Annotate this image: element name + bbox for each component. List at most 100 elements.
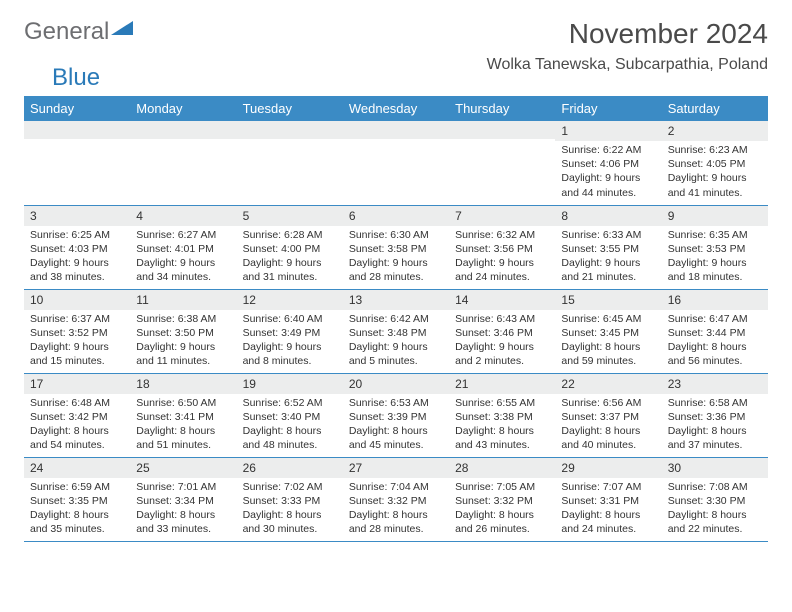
calendar-cell: 8Sunrise: 6:33 AMSunset: 3:55 PMDaylight… xyxy=(555,205,661,289)
day-number: 23 xyxy=(662,374,768,394)
day-body: Sunrise: 7:05 AMSunset: 3:32 PMDaylight:… xyxy=(449,478,555,541)
sunset-text: Sunset: 3:39 PM xyxy=(349,410,443,424)
calendar-cell: 16Sunrise: 6:47 AMSunset: 3:44 PMDayligh… xyxy=(662,289,768,373)
day-header: Friday xyxy=(555,96,661,121)
calendar-row: 3 Sunrise: 6:25 AMSunset: 4:03 PM Daylight… xyxy=(24,205,768,289)
day-number: 18 xyxy=(130,374,236,394)
day-number: 7 xyxy=(449,206,555,226)
day-body: Sunrise: 7:04 AMSunset: 3:32 PMDaylight:… xyxy=(343,478,449,541)
day-header: Tuesday xyxy=(237,96,343,121)
sunrise-text: Sunrise: 6:27 AM xyxy=(136,228,230,242)
sunrise-text: Sunrise: 6:32 AM xyxy=(455,228,549,242)
daylight-text: Daylight: 8 hours and 48 minutes. xyxy=(243,424,337,452)
daylight-text: Daylight: 9 hours and 34 minutes. xyxy=(136,256,230,284)
sunset-text: Sunset: 4:06 PM xyxy=(561,157,655,171)
day-body: Sunrise: 6:32 AMSunset: 3:56 PMDaylight:… xyxy=(449,226,555,289)
day-body: Sunrise: 6:37 AMSunset: 3:52 PMDaylight:… xyxy=(24,310,130,373)
sunrise-text: Sunrise: 6:53 AM xyxy=(349,396,443,410)
day-number: 21 xyxy=(449,374,555,394)
sunrise-text: Sunrise: 7:02 AM xyxy=(243,480,337,494)
day-body: Sunrise: 6:30 AMSunset: 3:58 PMDaylight:… xyxy=(343,226,449,289)
sunset-text: Sunset: 3:49 PM xyxy=(243,326,337,340)
sunrise-text: Sunrise: 6:37 AM xyxy=(30,312,124,326)
day-number xyxy=(237,121,343,139)
daylight-text: Daylight: 8 hours and 33 minutes. xyxy=(136,508,230,536)
daylight-text: Daylight: 8 hours and 35 minutes. xyxy=(30,508,124,536)
calendar-cell: 1Sunrise: 6:22 AMSunset: 4:06 PMDaylight… xyxy=(555,121,661,205)
day-number: 29 xyxy=(555,458,661,478)
calendar-cell: 9Sunrise: 6:35 AMSunset: 3:53 PMDaylight… xyxy=(662,205,768,289)
day-number xyxy=(130,121,236,139)
calendar-cell: 19Sunrise: 6:52 AMSunset: 3:40 PMDayligh… xyxy=(237,373,343,457)
sunset-text: Sunset: 4:03 PM xyxy=(30,242,124,256)
day-body: Sunrise: 6:33 AMSunset: 3:55 PMDaylight:… xyxy=(555,226,661,289)
calendar-cell: 20Sunrise: 6:53 AMSunset: 3:39 PMDayligh… xyxy=(343,373,449,457)
sunrise-text: Sunrise: 6:30 AM xyxy=(349,228,443,242)
calendar-cell: 25Sunrise: 7:01 AMSunset: 3:34 PMDayligh… xyxy=(130,457,236,541)
day-body: Sunrise: 6:53 AMSunset: 3:39 PMDaylight:… xyxy=(343,394,449,457)
day-number: 17 xyxy=(24,374,130,394)
calendar-cell: 23Sunrise: 6:58 AMSunset: 3:36 PMDayligh… xyxy=(662,373,768,457)
calendar-row: 10Sunrise: 6:37 AMSunset: 3:52 PMDayligh… xyxy=(24,289,768,373)
daylight-text: Daylight: 8 hours and 43 minutes. xyxy=(455,424,549,452)
sunset-text: Sunset: 3:30 PM xyxy=(668,494,762,508)
daylight-text: Daylight: 9 hours and 18 minutes. xyxy=(668,256,762,284)
sunrise-text: Sunrise: 6:25 AM xyxy=(30,228,124,242)
day-body: Sunrise: 6:52 AMSunset: 3:40 PMDaylight:… xyxy=(237,394,343,457)
sunset-text: Sunset: 3:53 PM xyxy=(668,242,762,256)
daylight-text: Daylight: 9 hours and 31 minutes. xyxy=(243,256,337,284)
day-number: 16 xyxy=(662,290,768,310)
calendar-cell xyxy=(130,121,236,205)
day-header: Sunday xyxy=(24,96,130,121)
sunset-text: Sunset: 3:46 PM xyxy=(455,326,549,340)
day-number: 15 xyxy=(555,290,661,310)
daylight-text: Daylight: 9 hours and 15 minutes. xyxy=(30,340,124,368)
sunrise-text: Sunrise: 6:56 AM xyxy=(561,396,655,410)
calendar-cell: 21Sunrise: 6:55 AMSunset: 3:38 PMDayligh… xyxy=(449,373,555,457)
calendar-row: 17Sunrise: 6:48 AMSunset: 3:42 PMDayligh… xyxy=(24,373,768,457)
sunrise-text: Sunrise: 7:01 AM xyxy=(136,480,230,494)
sunrise-text: Sunrise: 6:58 AM xyxy=(668,396,762,410)
day-body: Sunrise: 7:08 AMSunset: 3:30 PMDaylight:… xyxy=(662,478,768,541)
sunrise-text: Sunrise: 7:08 AM xyxy=(668,480,762,494)
daylight-text: Daylight: 8 hours and 24 minutes. xyxy=(561,508,655,536)
calendar-table: Sunday Monday Tuesday Wednesday Thursday… xyxy=(24,96,768,542)
sunset-text: Sunset: 3:44 PM xyxy=(668,326,762,340)
daylight-text: Daylight: 9 hours and 21 minutes. xyxy=(561,256,655,284)
sunset-text: Sunset: 3:48 PM xyxy=(349,326,443,340)
day-number: 12 xyxy=(237,290,343,310)
day-number: 1 xyxy=(555,121,661,141)
day-body: Sunrise: 6:23 AMSunset: 4:05 PMDaylight:… xyxy=(662,141,768,204)
logo: General xyxy=(24,18,135,46)
daylight-text: Daylight: 8 hours and 45 minutes. xyxy=(349,424,443,452)
sunrise-text: Sunrise: 6:50 AM xyxy=(136,396,230,410)
daylight-text: Daylight: 8 hours and 26 minutes. xyxy=(455,508,549,536)
daylight-text: Daylight: 9 hours and 28 minutes. xyxy=(349,256,443,284)
sunset-text: Sunset: 3:55 PM xyxy=(561,242,655,256)
calendar-cell: 30Sunrise: 7:08 AMSunset: 3:30 PMDayligh… xyxy=(662,457,768,541)
sunset-text: Sunset: 3:36 PM xyxy=(668,410,762,424)
day-body: Sunrise: 7:02 AMSunset: 3:33 PMDaylight:… xyxy=(237,478,343,541)
daylight-text: Daylight: 8 hours and 54 minutes. xyxy=(30,424,124,452)
day-number: 5 xyxy=(237,206,343,226)
sunrise-text: Sunrise: 6:59 AM xyxy=(30,480,124,494)
month-title: November 2024 xyxy=(487,18,768,50)
sunrise-text: Sunrise: 6:43 AM xyxy=(455,312,549,326)
sunset-text: Sunset: 3:40 PM xyxy=(243,410,337,424)
calendar-cell: 12Sunrise: 6:40 AMSunset: 3:49 PMDayligh… xyxy=(237,289,343,373)
day-body: Sunrise: 6:38 AMSunset: 3:50 PMDaylight:… xyxy=(130,310,236,373)
calendar-cell: 4Sunrise: 6:27 AMSunset: 4:01 PMDaylight… xyxy=(130,205,236,289)
day-number xyxy=(24,121,130,139)
day-body: Sunrise: 6:56 AMSunset: 3:37 PMDaylight:… xyxy=(555,394,661,457)
sunset-text: Sunset: 3:33 PM xyxy=(243,494,337,508)
daylight-text: Daylight: 9 hours and 44 minutes. xyxy=(561,171,655,199)
calendar-cell: 28Sunrise: 7:05 AMSunset: 3:32 PMDayligh… xyxy=(449,457,555,541)
sunset-text: Sunset: 3:52 PM xyxy=(30,326,124,340)
calendar-cell: 3Sunrise: 6:25 AMSunset: 4:03 PMDaylight… xyxy=(24,205,130,289)
sunrise-text: Sunrise: 6:45 AM xyxy=(561,312,655,326)
daylight-text: Daylight: 8 hours and 51 minutes. xyxy=(136,424,230,452)
sunset-text: Sunset: 3:42 PM xyxy=(30,410,124,424)
daylight-text: Daylight: 9 hours and 11 minutes. xyxy=(136,340,230,368)
day-body: Sunrise: 6:59 AMSunset: 3:35 PMDaylight:… xyxy=(24,478,130,541)
day-number: 3 xyxy=(24,206,130,226)
